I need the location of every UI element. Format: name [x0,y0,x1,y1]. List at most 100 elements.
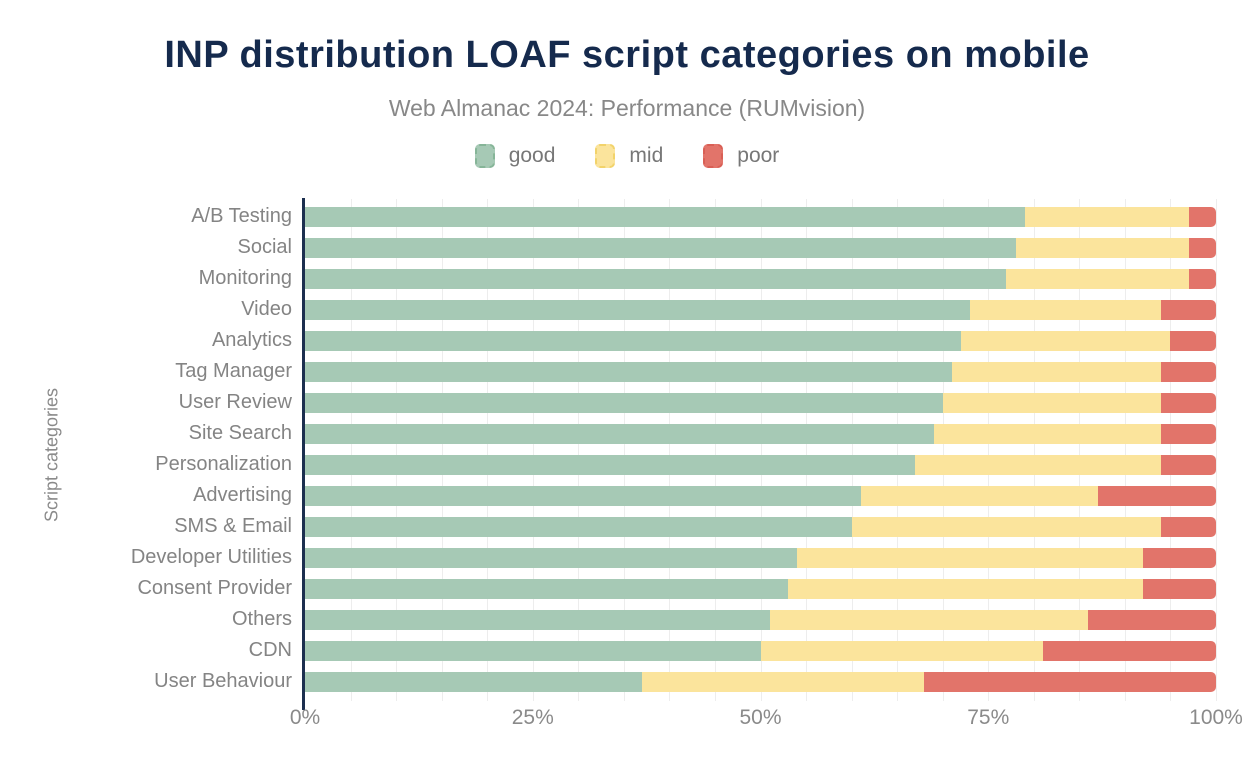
bar-segment-poor [1161,362,1216,382]
bar-row [305,641,1216,661]
chart-title: INP distribution LOAF script categories … [164,34,1090,76]
x-tick-label: 75% [967,706,1010,729]
bar-segment-mid [769,610,1089,630]
bar-segment-poor [1143,579,1216,599]
legend-item-mid: mid [595,144,663,168]
category-label: Video [241,298,292,320]
category-label: Developer Utilities [130,546,292,568]
bar-segment-mid [960,331,1171,351]
gridline-30pct [578,199,580,701]
gridline-35pct [623,199,625,701]
legend: good mid poor [0,144,1254,168]
gridline-25pct [532,199,534,701]
bar-row [305,269,1216,289]
y-axis-line [302,198,305,710]
gridline-70pct [942,199,944,701]
gridline-65pct [897,199,899,701]
x-tick-label: 100% [1189,706,1243,729]
category-label: User Behaviour [154,670,292,692]
bar-segment-poor [1161,455,1216,475]
gridline-80pct [1033,199,1035,701]
category-label: Personalization [155,453,292,475]
bar-segment-good [305,579,788,599]
bar-segment-mid [933,424,1162,444]
bar-segment-poor [1188,269,1216,289]
bar-segment-mid [915,455,1162,475]
bar-segment-mid [970,300,1162,320]
bar-segment-poor [1161,424,1216,444]
bar-segment-mid [860,486,1098,506]
bar-segment-mid [1006,269,1189,289]
bar-segment-poor [1170,331,1216,351]
x-tick-label: 0% [289,706,321,729]
bar-segment-poor [1042,641,1216,661]
bar-segment-mid [851,517,1162,537]
bar-row [305,393,1216,413]
bar-segment-poor [924,672,1216,692]
category-label: Social [237,236,292,258]
bar-segment-mid [942,393,1162,413]
plot-area [302,198,1217,710]
bar-segment-good [305,269,1007,289]
bar-segment-good [305,393,943,413]
gridline-95pct [1170,199,1172,701]
legend-label: poor [737,144,780,167]
bar-row [305,455,1216,475]
bar-segment-good [305,238,1016,258]
category-label: Others [231,608,292,630]
category-label: Monitoring [198,267,292,289]
bar-segment-good [305,517,852,537]
category-label: SMS & Email [174,515,292,537]
gridline-15pct [441,199,443,701]
bar-segment-good [305,672,643,692]
gridline-10pct [396,199,398,701]
legend-label: good [508,144,556,167]
bar-segment-poor [1161,393,1216,413]
legend-label: mid [629,144,664,167]
gridline-55pct [806,199,808,701]
bar-row [305,579,1216,599]
bar-row [305,672,1216,692]
bar-row [305,486,1216,506]
bar-segment-good [305,486,861,506]
gridline-5pct [350,199,352,701]
bar-segment-poor [1188,238,1216,258]
bar-segment-poor [1188,207,1216,227]
bar-segment-good [305,207,1025,227]
bar-row [305,362,1216,382]
bar-segment-mid [642,672,925,692]
legend-swatch-mid [595,144,616,168]
category-label: A/B Testing [191,205,292,227]
bar-segment-good [305,300,971,320]
gridline-90pct [1124,199,1126,701]
x-tick-label: 50% [739,706,782,729]
bar-row [305,548,1216,568]
bar-segment-poor [1143,548,1216,568]
x-tick-label: 25% [511,706,554,729]
category-label: Consent Provider [137,577,292,599]
bar-segment-mid [787,579,1144,599]
chart-subtitle: Web Almanac 2024: Performance (RUMvision… [388,95,866,121]
bar-segment-good [305,424,934,444]
legend-item-good: good [474,144,556,168]
legend-swatch-good [474,144,495,168]
gridline-20pct [487,199,489,701]
gridline-60pct [851,199,853,701]
bar-row [305,424,1216,444]
bar-segment-poor [1161,517,1216,537]
category-label: Tag Manager [175,360,292,382]
gridline-50pct [760,199,762,701]
category-label: Site Search [188,422,292,444]
gridline-45pct [714,199,716,701]
bar-segment-mid [1024,207,1189,227]
gridline-75pct [988,199,990,701]
gridline-40pct [669,199,671,701]
category-label: User Review [178,391,292,413]
bar-segment-good [305,548,797,568]
bar-segment-mid [760,641,1043,661]
category-label: CDN [248,639,292,661]
bar-segment-mid [796,548,1144,568]
bar-segment-poor [1088,610,1216,630]
